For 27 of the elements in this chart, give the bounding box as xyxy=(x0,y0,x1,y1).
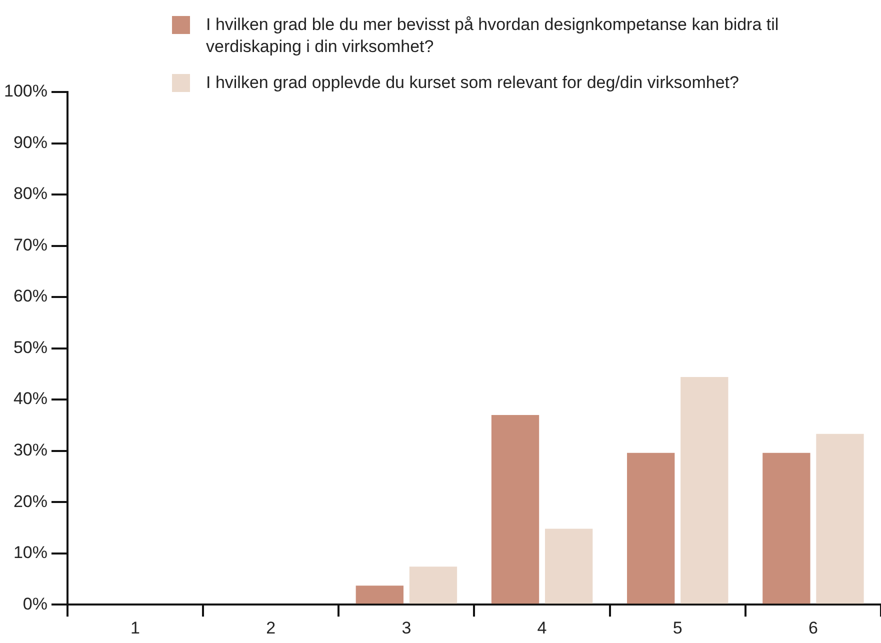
y-tick-label: 70% xyxy=(13,235,48,254)
bar xyxy=(762,452,810,604)
x-tick-label: 4 xyxy=(537,618,547,638)
y-tick-label: 50% xyxy=(13,338,48,357)
y-tick-label: 20% xyxy=(13,492,48,511)
y-tick-label: 60% xyxy=(13,286,48,306)
x-tick-label: 2 xyxy=(266,618,276,638)
bar xyxy=(627,452,675,604)
y-tick-label: 100% xyxy=(4,82,48,101)
y-tick-label: 90% xyxy=(13,132,48,152)
legend-label: I hvilken grad ble du mer bevisst på hvordan designkompetanse kan bidra til verdiskaping i din virksomhet? xyxy=(206,14,780,58)
x-tick-label: 6 xyxy=(808,618,818,638)
bar xyxy=(356,586,404,604)
x-tick-label: 1 xyxy=(130,618,140,638)
bar xyxy=(409,566,458,604)
bar xyxy=(680,377,728,604)
x-tick-label: 3 xyxy=(402,618,412,638)
bar xyxy=(816,434,864,604)
y-tick-label: 10% xyxy=(13,543,48,562)
y-tick-label: 40% xyxy=(13,389,48,408)
y-tick-label: 80% xyxy=(13,184,48,204)
bar xyxy=(491,414,540,604)
x-tick-label: 5 xyxy=(672,618,682,638)
bar xyxy=(544,528,593,604)
y-tick-label: 30% xyxy=(13,440,48,460)
y-tick-label: 0% xyxy=(22,594,48,614)
legend-label: I hvilken grad opplevde du kurset som relevant for deg/din virksomhet? xyxy=(206,72,739,94)
